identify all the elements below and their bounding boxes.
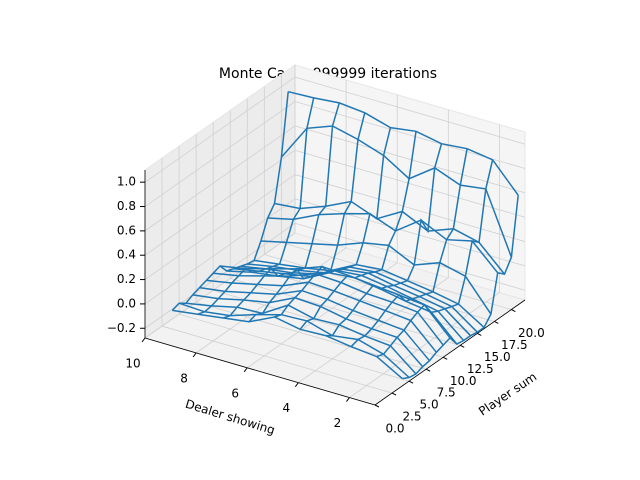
wire-row bbox=[260, 240, 492, 315]
grid-line bbox=[294, 125, 526, 194]
axis-line bbox=[374, 299, 526, 406]
grid-line bbox=[144, 174, 296, 280]
grid-line bbox=[294, 76, 526, 145]
grid-line bbox=[144, 232, 296, 339]
grid-line bbox=[161, 325, 393, 394]
x-tick-label: 2 bbox=[334, 416, 342, 430]
x-tick-label: 4 bbox=[283, 401, 291, 415]
wire-column bbox=[402, 195, 519, 380]
x-tick bbox=[141, 337, 146, 343]
grid-line bbox=[349, 292, 500, 398]
wire-row bbox=[192, 294, 424, 368]
wire-row bbox=[185, 302, 417, 375]
y-tick bbox=[374, 404, 380, 408]
grid-line bbox=[294, 174, 526, 242]
wire-row bbox=[178, 302, 410, 379]
z-tick-label: 0.0 bbox=[117, 296, 136, 310]
y-tick bbox=[391, 392, 397, 396]
y-tick-label: 12.5 bbox=[467, 362, 494, 376]
wire-column bbox=[299, 131, 417, 330]
wire-row bbox=[247, 263, 478, 333]
wire-column bbox=[248, 112, 366, 323]
x-tick bbox=[294, 382, 299, 387]
grid-line bbox=[144, 76, 296, 183]
y-tick bbox=[477, 332, 482, 336]
wire-row bbox=[274, 200, 506, 275]
x-tick bbox=[192, 352, 197, 358]
grid-line bbox=[178, 313, 410, 382]
grid-line bbox=[144, 101, 296, 207]
wire-column bbox=[197, 97, 315, 315]
y-tick-label: 10.0 bbox=[450, 374, 477, 388]
x-tick bbox=[243, 367, 248, 373]
y-tick-label: 2.5 bbox=[402, 410, 421, 424]
wire-column bbox=[350, 148, 468, 348]
x-tick-label: 10 bbox=[125, 357, 140, 371]
grid-line bbox=[294, 222, 526, 291]
wire-column bbox=[274, 127, 392, 318]
wire-row bbox=[240, 265, 472, 337]
wire-row bbox=[199, 286, 431, 362]
grid-line bbox=[294, 149, 526, 218]
wire-row bbox=[206, 279, 437, 353]
y-tick-label: 17.5 bbox=[501, 338, 528, 352]
z-tick-label: 1.0 bbox=[117, 175, 136, 189]
grid-line bbox=[144, 198, 296, 305]
y-tick bbox=[494, 321, 499, 324]
wire-column bbox=[376, 159, 494, 358]
wire-row bbox=[213, 272, 444, 346]
z-tick-label: 0.6 bbox=[117, 223, 136, 237]
wire-row bbox=[280, 125, 513, 258]
wire-column bbox=[325, 143, 443, 337]
x-tick bbox=[346, 397, 350, 402]
y-tick-label: 15.0 bbox=[484, 350, 511, 364]
x-axis-label: Dealer showing bbox=[184, 397, 277, 438]
x-tick-label: 6 bbox=[231, 386, 239, 400]
z-tick-label: −0.2 bbox=[107, 321, 136, 335]
y-tick bbox=[408, 380, 414, 384]
y-tick bbox=[511, 309, 516, 312]
y-tick-label: 0.0 bbox=[385, 422, 404, 436]
y-tick-label: 7.5 bbox=[437, 386, 456, 400]
grid-line bbox=[294, 198, 526, 267]
y-tick bbox=[425, 368, 431, 372]
x-tick-label: 8 bbox=[180, 371, 188, 385]
axis-line bbox=[144, 337, 376, 406]
chart-title: Monte Carlo: 999999 iterations bbox=[219, 66, 437, 82]
wire-row bbox=[267, 212, 499, 274]
z-tick-label: 0.2 bbox=[117, 272, 136, 286]
y-tick bbox=[460, 344, 465, 348]
y-axis-label: Player sum bbox=[476, 370, 539, 419]
grid-line bbox=[144, 125, 296, 232]
wire-column bbox=[223, 102, 341, 319]
wire-row bbox=[172, 309, 403, 380]
wire-column bbox=[171, 91, 289, 311]
wire-row bbox=[288, 90, 519, 196]
y-tick-label: 20.0 bbox=[518, 326, 545, 340]
wire-row bbox=[253, 259, 485, 328]
y-tick-label: 5.0 bbox=[420, 398, 439, 412]
grid-line bbox=[144, 149, 296, 256]
z-tick-label: 0.4 bbox=[117, 248, 136, 262]
z-tick-label: 0.8 bbox=[117, 199, 136, 213]
y-tick bbox=[442, 356, 448, 360]
